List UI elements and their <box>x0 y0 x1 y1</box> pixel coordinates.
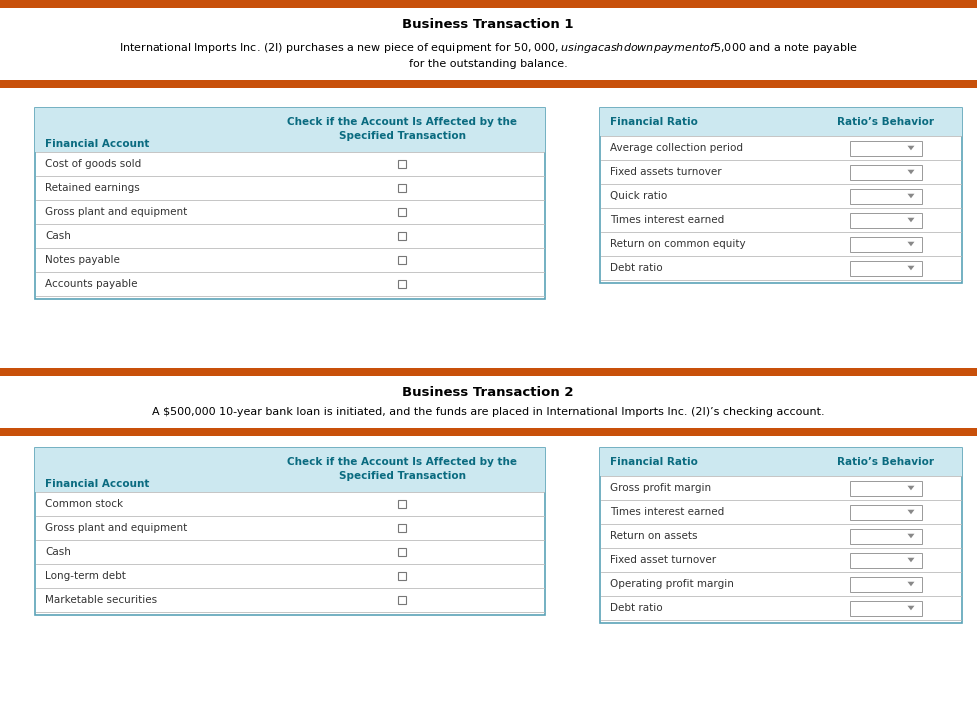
Text: Times interest earned: Times interest earned <box>610 215 724 225</box>
Bar <box>0 368 977 376</box>
Bar <box>850 553 922 568</box>
Bar <box>399 524 406 532</box>
Text: Gross plant and equipment: Gross plant and equipment <box>45 523 188 533</box>
Bar <box>850 261 922 275</box>
Text: Financial Ratio: Financial Ratio <box>610 457 698 467</box>
Polygon shape <box>908 486 914 490</box>
Polygon shape <box>908 194 914 198</box>
Bar <box>600 448 962 476</box>
Text: Common stock: Common stock <box>45 499 123 509</box>
Text: Ratio’s Behavior: Ratio’s Behavior <box>837 457 934 467</box>
Text: Check if the Account Is Affected by the: Check if the Account Is Affected by the <box>287 457 517 467</box>
Text: Operating profit margin: Operating profit margin <box>610 579 734 589</box>
Bar <box>35 448 545 615</box>
Bar <box>399 572 406 580</box>
Bar <box>850 141 922 156</box>
Text: Cash: Cash <box>45 231 71 241</box>
Polygon shape <box>908 558 914 562</box>
Polygon shape <box>908 170 914 174</box>
Polygon shape <box>908 510 914 514</box>
Bar <box>850 213 922 227</box>
Polygon shape <box>908 146 914 150</box>
Text: Fixed asset turnover: Fixed asset turnover <box>610 555 716 565</box>
Bar <box>399 160 406 168</box>
Bar <box>399 500 406 508</box>
Text: Debt ratio: Debt ratio <box>610 263 662 273</box>
Text: Gross plant and equipment: Gross plant and equipment <box>45 207 188 217</box>
Text: Cost of goods sold: Cost of goods sold <box>45 159 142 169</box>
Bar <box>0 80 977 88</box>
Text: Financial Account: Financial Account <box>45 479 149 489</box>
Text: Specified Transaction: Specified Transaction <box>339 471 466 481</box>
Text: Cash: Cash <box>45 547 71 557</box>
Text: Retained earnings: Retained earnings <box>45 183 140 193</box>
Text: A $500,000 10-year bank loan is initiated, and the funds are placed in Internati: A $500,000 10-year bank loan is initiate… <box>151 407 825 417</box>
Text: Business Transaction 2: Business Transaction 2 <box>403 386 573 398</box>
Bar <box>850 237 922 251</box>
Text: Long-term debt: Long-term debt <box>45 571 126 581</box>
Polygon shape <box>908 266 914 270</box>
Text: Return on common equity: Return on common equity <box>610 239 745 249</box>
Text: Specified Transaction: Specified Transaction <box>339 131 466 141</box>
Polygon shape <box>908 582 914 586</box>
Text: Gross profit margin: Gross profit margin <box>610 483 711 493</box>
Text: Return on assets: Return on assets <box>610 531 698 541</box>
Text: Ratio’s Behavior: Ratio’s Behavior <box>837 117 934 127</box>
Bar <box>850 165 922 180</box>
Bar <box>850 480 922 496</box>
Bar <box>399 596 406 604</box>
Text: Financial Ratio: Financial Ratio <box>610 117 698 127</box>
Text: Financial Account: Financial Account <box>45 139 149 149</box>
Text: Debt ratio: Debt ratio <box>610 603 662 613</box>
Bar <box>399 280 406 288</box>
Bar <box>600 448 962 623</box>
Bar <box>850 601 922 615</box>
Bar <box>850 577 922 591</box>
Text: Business Transaction 1: Business Transaction 1 <box>403 18 573 31</box>
Text: Average collection period: Average collection period <box>610 143 743 153</box>
Text: Times interest earned: Times interest earned <box>610 507 724 517</box>
Polygon shape <box>908 218 914 222</box>
Polygon shape <box>908 606 914 610</box>
Bar <box>35 108 545 299</box>
Bar <box>600 108 962 283</box>
Bar <box>850 505 922 520</box>
Text: for the outstanding balance.: for the outstanding balance. <box>408 59 568 69</box>
Text: International Imports Inc. (2I) purchases a new piece of equipment for $50,000, : International Imports Inc. (2I) purchase… <box>118 41 858 55</box>
Bar <box>399 184 406 192</box>
Bar <box>399 208 406 216</box>
Bar <box>850 189 922 204</box>
Text: Marketable securities: Marketable securities <box>45 595 157 605</box>
Bar <box>850 529 922 544</box>
Text: Quick ratio: Quick ratio <box>610 191 667 201</box>
Text: Accounts payable: Accounts payable <box>45 279 138 289</box>
Bar <box>0 428 977 436</box>
Bar <box>399 548 406 556</box>
Polygon shape <box>908 242 914 246</box>
Polygon shape <box>908 534 914 538</box>
Bar <box>35 108 545 152</box>
Bar <box>35 448 545 492</box>
Bar <box>0 0 977 8</box>
Text: Check if the Account Is Affected by the: Check if the Account Is Affected by the <box>287 117 517 127</box>
Bar <box>600 108 962 136</box>
Bar <box>399 232 406 240</box>
Text: Notes payable: Notes payable <box>45 255 120 265</box>
Bar <box>399 256 406 264</box>
Text: Fixed assets turnover: Fixed assets turnover <box>610 167 722 177</box>
